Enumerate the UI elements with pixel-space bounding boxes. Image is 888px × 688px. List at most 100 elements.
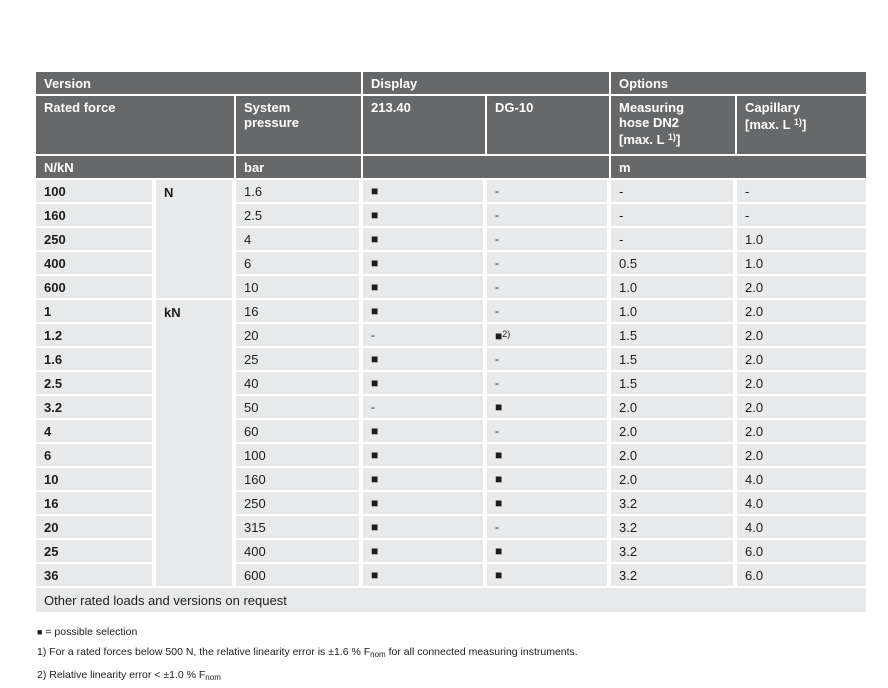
section-header-version: Version (36, 72, 364, 96)
table-row: 4 60 ■ -2.0 2.0 (36, 420, 867, 444)
col-header-system-pressure: System pressure (236, 96, 364, 156)
system-pressure-cell: 60 (236, 420, 364, 444)
force-unit-cell: N (156, 180, 236, 300)
rated-force-cell: 1.2 (36, 324, 156, 348)
display-21340-cell: ■ (363, 252, 488, 276)
system-pressure-cell: 250 (236, 492, 364, 516)
col-header-display-21340: 213.40 (363, 96, 488, 156)
measuring-hose-cell: 1.0 (611, 276, 738, 300)
unit-options: m (611, 156, 867, 180)
measuring-hose-cell: 1.5 (611, 348, 738, 372)
display-21340-cell: ■ (363, 540, 488, 564)
display-dg10-cell: ■ (487, 444, 612, 468)
footnote-ref-1: 1) (667, 132, 676, 142)
display-21340-cell: - (363, 396, 488, 420)
measuring-hose-cell: 0.5 (611, 252, 738, 276)
display-dg10-cell: - (487, 348, 612, 372)
footnotes: ■ = possible selection 1) For a rated fo… (37, 622, 578, 688)
capillary-cell: 2.0 (737, 276, 867, 300)
capillary-cell: - (737, 204, 867, 228)
system-pressure-cell: 50 (236, 396, 364, 420)
measuring-hose-cell: 3.2 (611, 516, 738, 540)
system-pressure-cell: 100 (236, 444, 364, 468)
rated-force-cell: 4 (36, 420, 156, 444)
measuring-hose-cell: - (611, 228, 738, 252)
table-row: 36 600 ■ ■ 3.2 6.0 (36, 564, 867, 588)
system-pressure-cell: 10 (236, 276, 364, 300)
rated-force-cell: 16 (36, 492, 156, 516)
display-21340-cell: ■ (363, 468, 488, 492)
table-row: 20 315 ■ -3.2 4.0 (36, 516, 867, 540)
display-dg10-cell: ■ (487, 540, 612, 564)
display-21340-cell: ■ (363, 444, 488, 468)
system-pressure-cell: 400 (236, 540, 364, 564)
spec-table: Version Display Options Rated force Syst… (36, 72, 867, 612)
measuring-hose-cell: 3.2 (611, 540, 738, 564)
capillary-cell: 2.0 (737, 300, 867, 324)
display-21340-cell: ■ (363, 420, 488, 444)
table-row: 600 10 ■ -1.0 2.0 (36, 276, 867, 300)
table-row: 1.2 20- ■2) 1.5 2.0 (36, 324, 867, 348)
rated-force-cell: 36 (36, 564, 156, 588)
measuring-hose-cell: - (611, 204, 738, 228)
rated-force-cell: 1.6 (36, 348, 156, 372)
display-dg10-cell: - (487, 204, 612, 228)
table-row: 16 250 ■ ■ 3.2 4.0 (36, 492, 867, 516)
rated-force-cell: 250 (36, 228, 156, 252)
table-row: 160 2.5 ■ - - - (36, 204, 867, 228)
col-header-capillary: Capillary [max. L 1)] (737, 96, 867, 156)
measuring-hose-cell: 2.0 (611, 444, 738, 468)
force-unit-cell: kN (156, 300, 236, 588)
measuring-hose-cell: - (611, 180, 738, 204)
table-footer-row: Other rated loads and versions on reques… (36, 588, 867, 612)
measuring-hose-cell: 3.2 (611, 492, 738, 516)
display-dg10-cell: - (487, 516, 612, 540)
capillary-cell: 2.0 (737, 324, 867, 348)
table-row: 3.2 50- ■ 2.0 2.0 (36, 396, 867, 420)
measuring-hose-cell: 1.5 (611, 324, 738, 348)
display-21340-cell: ■ (363, 204, 488, 228)
measuring-hose-cell: 1.0 (611, 300, 738, 324)
capillary-cell: 1.0 (737, 252, 867, 276)
table-row: 10 160 ■ ■ 2.0 4.0 (36, 468, 867, 492)
table-row: 100 N 1.6 ■ - - - (36, 180, 867, 300)
display-dg10-cell: ■ (487, 492, 612, 516)
table-row: 2.5 40 ■ -1.5 2.0 (36, 372, 867, 396)
system-pressure-cell: 600 (236, 564, 364, 588)
system-pressure-cell: 40 (236, 372, 364, 396)
col-header-rated-force: Rated force (36, 96, 236, 156)
rated-force-cell: 100 (36, 180, 156, 204)
rated-force-cell: 2.5 (36, 372, 156, 396)
display-dg10-cell: ■2) (487, 324, 612, 348)
col-header-measuring-hose: Measuring hose DN2 [max. L 1)] (611, 96, 738, 156)
capillary-cell: 4.0 (737, 516, 867, 540)
capillary-cell: 6.0 (737, 564, 867, 588)
capillary-cell: 4.0 (737, 492, 867, 516)
capillary-cell: 2.0 (737, 348, 867, 372)
display-21340-cell: ■ (363, 492, 488, 516)
system-pressure-cell: 1.6 (236, 180, 364, 204)
capillary-cell: - (737, 180, 867, 204)
col-header-display-dg10: DG-10 (487, 96, 612, 156)
capillary-cell: 1.0 (737, 228, 867, 252)
measuring-hose-cell: 2.0 (611, 468, 738, 492)
table-row: 1.6 25 ■ -1.5 2.0 (36, 348, 867, 372)
measuring-hose-cell: 2.0 (611, 396, 738, 420)
section-header-row: Version Display Options (36, 72, 867, 96)
measuring-hose-cell: 3.2 (611, 564, 738, 588)
footnote-2: 2) Relative linearity error < ±1.0 % Fno… (37, 669, 221, 682)
section-header-display: Display (363, 72, 612, 96)
display-21340-cell: ■ (363, 348, 488, 372)
display-21340-cell: ■ (363, 300, 488, 324)
display-dg10-cell: - (487, 372, 612, 396)
display-dg10-cell: ■ (487, 468, 612, 492)
display-dg10-cell: - (487, 300, 612, 324)
table-row: 250 4 ■ - -1.0 (36, 228, 867, 252)
system-pressure-cell: 4 (236, 228, 364, 252)
display-21340-cell: ■ (363, 276, 488, 300)
other-loads-note: Other rated loads and versions on reques… (36, 588, 867, 612)
measuring-hose-cell: 1.5 (611, 372, 738, 396)
footnote-ref-1: 1) (793, 117, 802, 127)
capillary-cell: 2.0 (737, 396, 867, 420)
table-row: 1 kN 16 ■ -1.0 2.0 (36, 300, 867, 588)
